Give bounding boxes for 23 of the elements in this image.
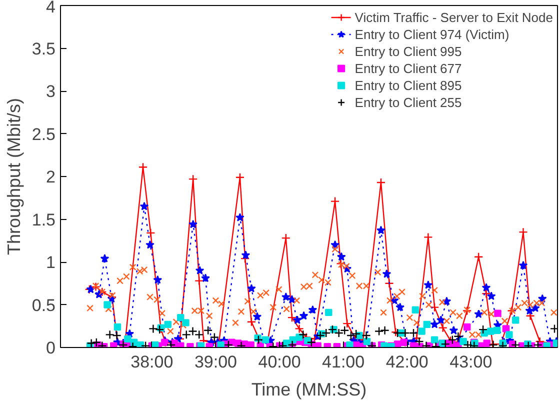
legend-label: Entry to Client 995 — [354, 43, 462, 59]
x-axis-title: Time (MM:SS) — [251, 380, 367, 400]
y-tick-label: 1.5 — [32, 210, 56, 230]
x-tick-label: 39:00 — [194, 352, 237, 372]
y-tick-label: 2 — [46, 168, 56, 186]
legend-label: Entry to Client 974 (Victim) — [354, 26, 510, 42]
legend-label: Victim Traffic - Server to Exit Node — [354, 9, 553, 25]
y-tick-label: 3 — [46, 82, 56, 101]
x-tick-label: 42:00 — [386, 352, 428, 372]
legend-label: Entry to Client 677 — [354, 60, 462, 76]
y-tick-label: 1 — [46, 253, 56, 272]
y-tick-label: 0.5 — [32, 296, 56, 315]
y-tick-label: 3.5 — [32, 39, 56, 58]
legend-label: Entry to Client 895 — [354, 77, 462, 93]
x-tick-label: 38:00 — [130, 352, 174, 372]
y-tick-label: 4 — [46, 0, 56, 16]
y-axis-title: Throughput (Mbit/s) — [4, 98, 24, 256]
legend-label: Entry to Client 255 — [354, 94, 462, 110]
x-tick-label: 41:00 — [322, 352, 365, 372]
x-tick-label: 40:00 — [258, 352, 301, 372]
y-tick-label: 2.5 — [32, 124, 56, 144]
x-tick-label: 43:00 — [450, 352, 492, 372]
y-tick-label: 0 — [46, 338, 56, 358]
